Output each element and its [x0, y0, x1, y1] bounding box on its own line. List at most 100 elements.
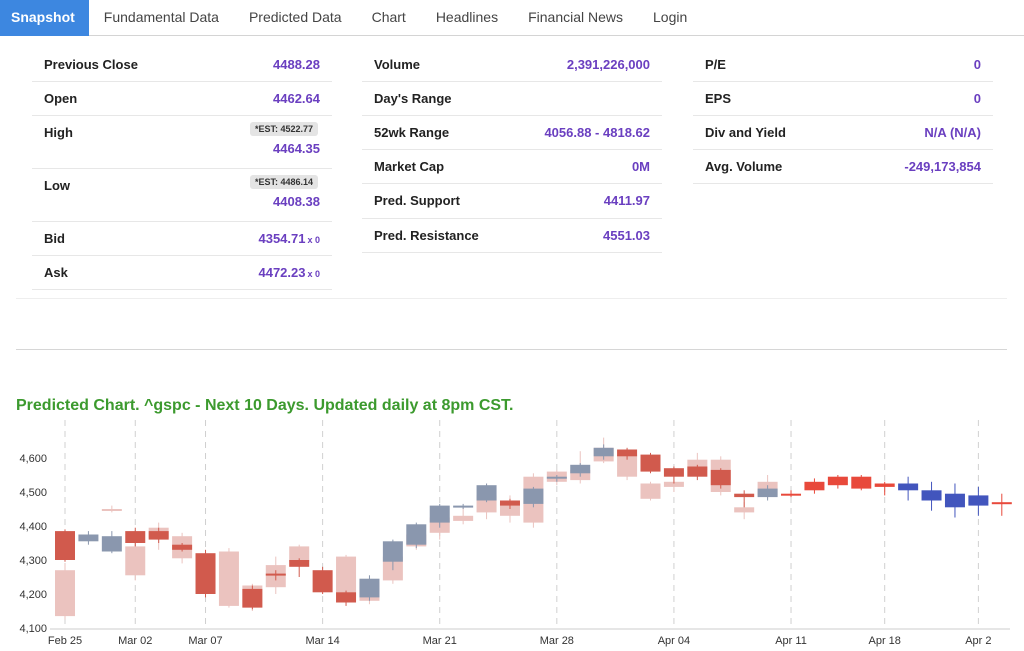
- wk52-range-value: 4056.88 - 4818.62: [544, 125, 650, 140]
- ghost-candle-body: [101, 509, 122, 511]
- low-value: 4408.38: [273, 194, 320, 209]
- x-tick-label: Mar 02: [118, 635, 152, 647]
- open-row: Open 4462.64: [32, 82, 332, 116]
- history-candle-body: [453, 505, 474, 508]
- div-yield-row: Div and Yield N/A (N/A): [693, 116, 993, 150]
- y-tick-label: 4,200: [19, 589, 47, 601]
- low-label: Low: [44, 178, 70, 193]
- tab-fundamental-data[interactable]: Fundamental Data: [103, 9, 219, 25]
- pe-row: P/E 0: [693, 48, 993, 82]
- quote-column-3: P/E 0 EPS 0 Div and Yield N/A (N/A) Avg.…: [693, 48, 993, 184]
- history-candle-body: [382, 541, 403, 562]
- x-tick-label: Feb 25: [48, 635, 82, 647]
- eps-label: EPS: [705, 91, 732, 106]
- prediction-candle-body: [991, 502, 1012, 505]
- open-value: 4462.64: [273, 91, 320, 106]
- tab-predicted-data[interactable]: Predicted Data: [248, 9, 342, 25]
- bid-price: 4354.71: [258, 231, 306, 246]
- ghost-candle-body: [663, 481, 684, 487]
- y-tick-label: 4,100: [19, 623, 47, 635]
- history-candle-body: [546, 476, 567, 479]
- history-candle-body: [476, 485, 497, 501]
- avg-volume-label: Avg. Volume: [705, 159, 783, 174]
- history-candle-body: [734, 493, 755, 498]
- market-cap-value: 0M: [631, 159, 650, 174]
- ask-value: 4472.23 x 0: [258, 265, 320, 280]
- predicted-candlestick-chart: 4,100 4,200 4,300 4,400 4,500 4,600 Feb 25 Mar …: [19, 420, 1012, 647]
- volume-row: Volume 2,391,226,000: [362, 48, 662, 82]
- tab-financial-news[interactable]: Financial News: [528, 9, 624, 25]
- tab-login[interactable]: Login: [653, 9, 688, 25]
- section-divider: [16, 349, 1007, 350]
- history-candle-body: [312, 570, 333, 593]
- history-candle-body: [757, 488, 778, 498]
- ghost-candle-body: [218, 551, 239, 606]
- previous-close-value: 4488.28: [273, 57, 320, 72]
- pe-label: P/E: [705, 57, 726, 72]
- history-candle-body: [687, 466, 708, 477]
- tab-bar: Snapshot Fundamental Data Predicted Data…: [0, 0, 1024, 36]
- previous-close-label: Previous Close: [44, 57, 138, 72]
- ask-label: Ask: [44, 265, 68, 280]
- ask-row: Ask 4472.23 x 0: [32, 256, 332, 290]
- high-row: High *EST: 4522.77 4464.35: [32, 116, 332, 169]
- pred-resistance-row: Pred. Resistance 4551.03: [362, 219, 662, 253]
- ghost-candle-body: [734, 507, 755, 513]
- ghost-candle-body: [453, 515, 474, 521]
- avg-volume-row: Avg. Volume -249,173,854: [693, 150, 993, 184]
- wk52-range-row: 52wk Range 4056.88 - 4818.62: [362, 116, 662, 150]
- x-tick-label: Mar 28: [540, 635, 574, 647]
- low-est-badge: *EST: 4486.14: [249, 175, 318, 189]
- candle-layer: [55, 437, 1012, 620]
- prediction-candle-body: [921, 490, 942, 501]
- prediction-candle-body: [851, 476, 872, 489]
- ghost-candle-body: [125, 546, 146, 576]
- history-candle-body: [336, 592, 357, 603]
- pred-resistance-value: 4551.03: [603, 228, 650, 243]
- days-range-label: Day's Range: [374, 91, 452, 106]
- x-tick-label: Apr 04: [658, 635, 690, 647]
- tab-chart[interactable]: Chart: [371, 9, 406, 25]
- ghost-candle-body: [336, 556, 357, 596]
- history-candle-body: [640, 454, 661, 472]
- history-candle-body: [242, 588, 263, 608]
- history-candle-body: [710, 469, 731, 486]
- axis-layer: 4,100 4,200 4,300 4,400 4,500 4,600 Feb 25 Mar …: [19, 453, 991, 647]
- y-tick-label: 4,400: [19, 521, 47, 533]
- history-candle-body: [148, 531, 169, 540]
- history-candle-body: [78, 534, 99, 542]
- bid-value: 4354.71 x 0: [258, 231, 320, 246]
- history-candle-body: [406, 524, 427, 545]
- history-candle-body: [195, 553, 216, 594]
- x-tick-label: Mar 14: [305, 635, 339, 647]
- bid-row: Bid 4354.71 x 0: [32, 222, 332, 256]
- ghost-candle-body: [640, 483, 661, 499]
- tab-snapshot[interactable]: Snapshot: [0, 0, 89, 36]
- ghost-candle-body: [55, 570, 75, 617]
- x-tick-label: Apr 2: [965, 635, 991, 647]
- ghost-candle-body: [687, 459, 708, 470]
- history-candle-body: [499, 500, 520, 506]
- eps-row: EPS 0: [693, 82, 993, 116]
- tab-headlines[interactable]: Headlines: [435, 9, 499, 25]
- volume-label: Volume: [374, 57, 420, 72]
- grid-layer: [50, 420, 1010, 630]
- x-tick-label: Mar 21: [423, 635, 457, 647]
- x-tick-label: Mar 07: [188, 635, 222, 647]
- prediction-candle-body: [944, 493, 965, 508]
- market-cap-row: Market Cap 0M: [362, 150, 662, 184]
- history-candle-body: [523, 488, 544, 504]
- quote-column-2: Volume 2,391,226,000 Day's Range 52wk Ra…: [362, 48, 662, 253]
- wk52-range-label: 52wk Range: [374, 125, 450, 140]
- chart-title: Predicted Chart. ^gspc - Next 10 Days. U…: [16, 397, 514, 414]
- history-candle-body: [570, 464, 591, 474]
- pe-value: 0: [973, 57, 981, 72]
- prediction-candle-body: [968, 495, 989, 506]
- history-candle-body: [617, 449, 638, 457]
- x-tick-label: Apr 11: [775, 635, 807, 647]
- market-cap-label: Market Cap: [374, 159, 445, 174]
- section-divider: [16, 298, 1007, 299]
- days-range-row: Day's Range: [362, 82, 662, 116]
- history-candle-body: [429, 505, 450, 523]
- history-candle-body: [593, 447, 614, 457]
